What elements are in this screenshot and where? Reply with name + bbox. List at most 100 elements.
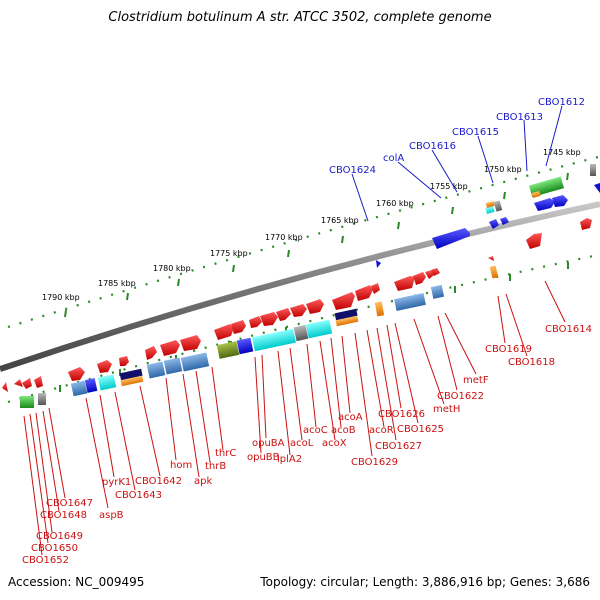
topology-text: Topology: circular; Length: 3,886,916 bp… — [260, 575, 590, 589]
gene-cbo1615-arrow — [500, 217, 509, 225]
gene-label-acor: acoR — [369, 425, 394, 436]
gene-red-arrow — [413, 272, 426, 285]
gene-red-arrow — [260, 312, 278, 326]
gene-cyan-box — [97, 374, 117, 391]
gene-label-cbo1624: CBO1624 — [329, 165, 376, 176]
gene-blue-arrow — [376, 260, 381, 268]
gene-label-thrb: thrB — [205, 461, 226, 472]
gene-label-cbo1618: CBO1618 — [508, 357, 555, 368]
kbp-tick-label: 1745 kbp — [543, 148, 581, 157]
gene-label-cbo1649: CBO1649 — [36, 531, 83, 542]
gene-label-acox: acoX — [322, 438, 347, 449]
gene-red-arrow — [425, 270, 434, 279]
gene-label-meth: metH — [433, 404, 460, 415]
gene-gray-box — [38, 393, 46, 405]
gene-red-arrow — [394, 276, 415, 291]
gene-label-opuba: opuBA — [252, 438, 285, 449]
gene-steel-box — [394, 293, 426, 311]
gene-label-acol: acoL — [290, 438, 314, 449]
gene-navy-box — [334, 308, 358, 321]
gene-red-arrow — [14, 379, 23, 387]
kbp-tick-label: 1765 kbp — [321, 216, 359, 225]
gene-label-cbo1650: CBO1650 — [31, 543, 78, 554]
gene-steel-box — [146, 361, 166, 379]
gene-cbo1614-arrow — [526, 233, 542, 249]
kbp-tick-label: 1760 kbp — [376, 199, 414, 208]
gene-red-arrow — [306, 299, 324, 314]
gene-cbo1613-arrow — [534, 198, 555, 211]
gene-red-arrow — [22, 378, 32, 389]
gene-red-arrow — [580, 218, 592, 230]
gene-blue-box — [84, 378, 98, 393]
gene-label-cbo1619: CBO1619 — [485, 344, 532, 355]
gene-orange-box — [489, 265, 499, 279]
gene-orange-box — [120, 375, 144, 387]
gene-label-cbo1613: CBO1613 — [496, 112, 543, 123]
forward-features — [376, 164, 600, 268]
gene-label-cola: colA — [383, 153, 404, 164]
gene-red-arrow — [160, 340, 180, 356]
gene-red-arrow — [276, 308, 291, 321]
kbp-tick-label: 1780 kbp — [153, 264, 191, 273]
gene-gray-box — [293, 324, 309, 342]
gene-orange-box — [485, 200, 495, 208]
gene-orange-box — [374, 301, 385, 317]
gene-steel-box — [70, 380, 88, 397]
gene-label-cbo1652: CBO1652 — [22, 555, 69, 566]
outer-major-ticks — [64, 172, 569, 318]
gene-label-cbo1612: CBO1612 — [538, 97, 585, 108]
gene-label-cbo1626: CBO1626 — [378, 409, 425, 420]
gene-red-arrow — [355, 285, 373, 301]
inner-track — [7, 253, 599, 404]
gene-red-arrow — [431, 268, 440, 276]
gene-label-cbo1625: CBO1625 — [397, 424, 444, 435]
gene-blue-box — [236, 337, 254, 355]
gene-label-cbo1614: CBO1614 — [545, 324, 592, 335]
kbp-tick-label: 1790 kbp — [42, 293, 80, 302]
gene-label-thrc: thrC — [215, 448, 236, 459]
gene-red-arrow — [34, 376, 43, 388]
kbp-tick-label: 1755 kbp — [430, 182, 468, 191]
gene-red-arrow — [332, 292, 355, 310]
gene-label-opubb: opuBB — [247, 452, 280, 463]
gene-red-arrow — [290, 304, 307, 317]
reverse-features — [2, 218, 592, 408]
gene-label-cbo1643: CBO1643 — [115, 490, 162, 501]
gene-orange-box — [335, 315, 359, 327]
gene-olive-box — [216, 341, 240, 359]
gene-cbo1612-arrow — [552, 195, 568, 207]
gene-red-arrow — [214, 324, 234, 340]
gene-label-acob: acoB — [331, 425, 356, 436]
gene-orange-box — [531, 190, 541, 198]
gene-label-aspb: aspB — [99, 510, 124, 521]
gene-steel-box — [430, 284, 445, 299]
gene-label-cbo1615: CBO1615 — [452, 127, 499, 138]
genome-backbone — [0, 201, 600, 372]
gene-label-lpla2: lplA2 — [277, 454, 302, 465]
gene-red-arrow — [488, 256, 494, 261]
gene-navy-box — [119, 368, 143, 381]
gene-label-metf: metF — [463, 375, 489, 386]
kbp-tick-label: 1750 kbp — [484, 165, 522, 174]
kbp-tick-label: 1785 kbp — [98, 279, 136, 288]
outer-track — [7, 155, 599, 329]
gene-blue-arrow — [594, 183, 600, 193]
gene-red-arrow — [2, 382, 8, 392]
gene-label-cbo1627: CBO1627 — [375, 441, 422, 452]
gene-label-hom: hom — [170, 460, 192, 471]
gene-steel-box — [180, 352, 210, 372]
red-label-leaders — [23, 280, 566, 556]
blue-label-leaders — [351, 105, 563, 222]
gene-cyan-box — [485, 206, 495, 214]
gene-red-arrow — [371, 283, 380, 294]
gene-gray-box — [590, 164, 596, 176]
gene-gray-box — [493, 200, 503, 212]
gene-label-cbo1629: CBO1629 — [351, 457, 398, 468]
gene-cyan-box — [252, 328, 296, 352]
gene-red-arrow — [97, 360, 112, 373]
gene-red-arrow — [231, 320, 246, 334]
gene-cyan-box — [305, 319, 333, 339]
gene-label-acoc: acoC — [303, 425, 328, 436]
accession-text: Accession: NC_009495 — [8, 575, 145, 589]
